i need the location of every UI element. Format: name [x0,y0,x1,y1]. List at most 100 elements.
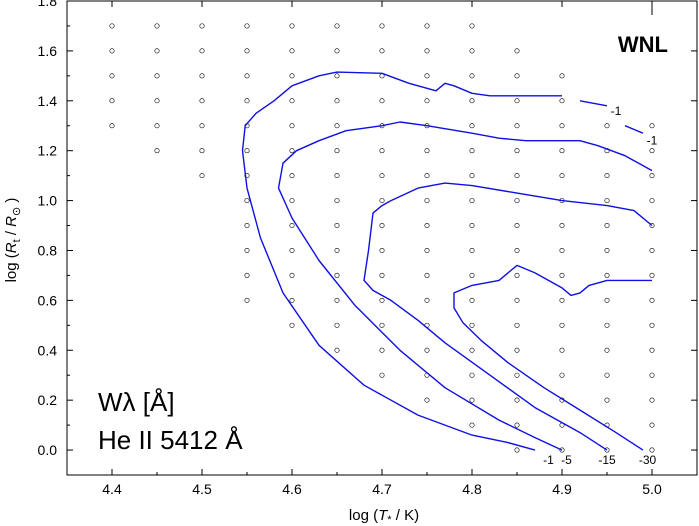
series-line [579,100,608,107]
grid-point [424,198,430,204]
grid-point [289,98,295,104]
grid-point [514,173,520,179]
grid-point [514,198,520,204]
grid-point [514,48,520,54]
series-label: -30 [639,453,657,467]
series-line [277,121,653,451]
grid-point [649,397,655,403]
grid-point [469,73,475,79]
grid-point [244,297,250,303]
grid-point [379,247,385,253]
grid-point [514,272,520,278]
grid-point [244,272,250,278]
grid-point [559,272,565,278]
grid-point [289,247,295,253]
grid-point [199,123,205,129]
grid-point [424,223,430,229]
grid-point [604,198,610,204]
grid-point [244,247,250,253]
grid-point [559,372,565,378]
grid-point [469,23,475,29]
grid-point [199,23,205,29]
grid-points [109,23,655,453]
grid-point [379,98,385,104]
grid-point [154,73,160,79]
y-tick-label: 1.8 [38,0,58,9]
grid-point [379,272,385,278]
grid-point [334,247,340,253]
grid-point [334,223,340,229]
grid-point [604,173,610,179]
grid-point [289,123,295,129]
grid-point [559,223,565,229]
grid-point [514,297,520,303]
grid-point [514,397,520,403]
grid-point [559,447,565,453]
grid-point [469,173,475,179]
series-label: -5 [561,453,572,467]
y-tick-label: 0.4 [38,342,58,358]
series-lines [241,71,653,451]
x-tick-label: 4.5 [192,481,212,497]
y-tick-label: 0.6 [38,292,58,308]
grid-point [649,322,655,328]
grid-point [514,148,520,154]
series-line [453,264,652,451]
grid-point [649,123,655,129]
grid-point [109,98,115,104]
grid-point [514,73,520,79]
panel-label: WNL [618,32,668,57]
grid-point [649,223,655,229]
x-tick-label: 4.8 [462,481,482,497]
grid-point [334,48,340,54]
y-tick-label: 1.4 [38,93,58,109]
grid-point [514,98,520,104]
grid-point [199,173,205,179]
grid-point [334,322,340,328]
grid-point [424,148,430,154]
x-axis-tick-labels: 4.4 4.5 4.6 4.7 4.8 4.9 5.0 [102,481,662,497]
grid-point [289,48,295,54]
y-tick-label: 0.8 [38,242,58,258]
grid-point [154,48,160,54]
series-labels: -1 -5 -15 -30 -1 -1 [543,104,657,467]
grid-point [199,98,205,104]
grid-point [109,73,115,79]
grid-point [289,173,295,179]
x-tick-label: 4.4 [102,481,122,497]
grid-point [379,48,385,54]
grid-point [424,48,430,54]
grid-point [379,322,385,328]
series-label: -1 [611,104,622,118]
grid-point [604,272,610,278]
grid-point [334,272,340,278]
grid-point [514,322,520,328]
series-label: -1 [647,134,658,148]
grid-point [334,347,340,353]
grid-point [469,98,475,104]
grid-point [514,422,520,428]
y-tick-label: 1.6 [38,43,58,59]
grid-point [199,148,205,154]
x-axis-title: log (T* / K) [349,507,419,526]
grid-point [559,247,565,253]
grid-point [559,148,565,154]
grid-point [154,23,160,29]
series-label: -15 [598,453,616,467]
grid-point [379,173,385,179]
grid-point [379,347,385,353]
grid-point [424,23,430,29]
grid-point [649,447,655,453]
grid-point [289,272,295,278]
grid-point [469,123,475,129]
grid-point [379,198,385,204]
grid-point [604,123,610,129]
grid-point [469,397,475,403]
y-tick-label: 1.2 [38,143,58,159]
grid-point [199,73,205,79]
y-axis-tick-labels: 0.0 0.2 0.4 0.6 0.8 1.0 1.2 1.4 1.6 1.8 [38,0,58,458]
grid-point [379,23,385,29]
grid-point [244,23,250,29]
grid-point [649,247,655,253]
annotation-line2: He II 5412 Å [98,425,243,455]
